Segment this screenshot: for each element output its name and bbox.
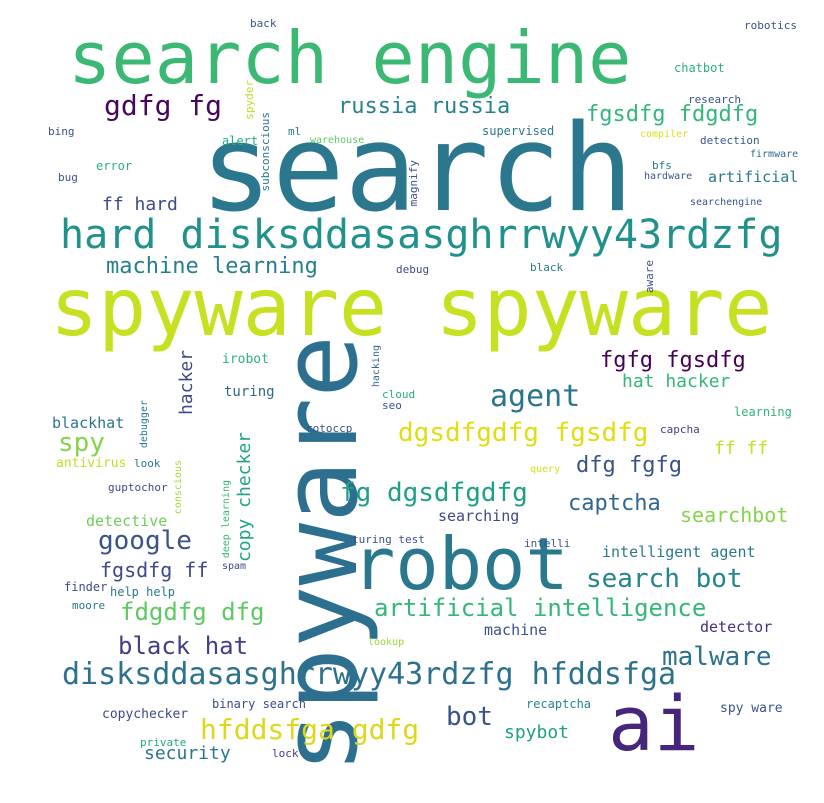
word-antivirus: antivirus	[56, 456, 127, 471]
word-search-engine: search engine	[68, 16, 632, 100]
word-back: back	[250, 17, 277, 30]
word-help-help: help help	[110, 585, 176, 599]
word-compiler: compiler	[640, 129, 689, 140]
word-fg-dgsdfgdfg: fg dgsdfgdfg	[340, 478, 528, 508]
word-warehouse: warehouse	[310, 135, 365, 146]
word-recaptcha: recaptcha	[526, 697, 592, 711]
word-searchbot: searchbot	[680, 503, 789, 527]
word-blackhat: blackhat	[52, 414, 125, 432]
word-machine-learning: machine learning	[106, 254, 318, 279]
word-ml: ml	[288, 125, 302, 138]
word-guptochor: guptochor	[108, 481, 168, 494]
word-debug: debug	[396, 263, 430, 276]
word-robotics: robotics	[744, 19, 797, 32]
word-spybot: spybot	[504, 722, 570, 743]
word-look: look	[134, 457, 161, 470]
word-lock: lock	[272, 747, 299, 760]
word-searchengine: searchengine	[690, 197, 763, 208]
word-bug: bug	[58, 171, 78, 184]
word-ff-ff: ff ff	[714, 438, 769, 459]
word-detector: detector	[700, 618, 773, 636]
word-bing: bing	[48, 125, 75, 138]
word-dfg-fgfg: dfg fgfg	[576, 453, 682, 478]
word-subconscious: subconscious	[259, 112, 272, 192]
word-private: private	[140, 736, 187, 749]
word-search-bot: search bot	[586, 564, 743, 594]
word-ai: ai	[608, 679, 700, 768]
word-hardware: hardware	[644, 171, 693, 182]
word-intelli: intelli	[524, 537, 571, 550]
word-irobot: irobot	[222, 352, 269, 367]
word-lookup: lookup	[368, 637, 405, 648]
word-intelligent-agent: intelligent agent	[602, 543, 756, 561]
word-copychecker: copychecker	[102, 707, 189, 722]
word-capcha: capcha	[660, 423, 700, 436]
word-binary-search: binary search	[212, 697, 306, 711]
word-finder: finder	[64, 580, 108, 594]
word-copy-checker: copy checker	[234, 432, 255, 563]
word-rotoccp: rotoccp	[306, 422, 353, 435]
word-search: search	[200, 100, 634, 239]
word-fdgdfg-dfg: fdgdfg dfg	[120, 598, 265, 626]
word-spy: spy	[58, 428, 105, 458]
word-fgsdfg-fdgdfg: fgsdfg fdgdfg	[586, 102, 759, 127]
word-error: error	[96, 159, 133, 173]
word-russia-russia: russia russia	[338, 94, 511, 119]
word-machine: machine	[484, 621, 548, 639]
word-learning: learning	[734, 405, 792, 419]
word-artificial-intelligence: artificial intelligence	[374, 594, 707, 622]
word-gdfg-fg: gdfg fg	[104, 89, 223, 122]
word-bot: bot	[446, 702, 493, 732]
word-black-hat: black hat	[118, 632, 249, 660]
word-cloud: cloud	[382, 388, 416, 401]
word-magnify: magnify	[407, 160, 420, 207]
word-disks-hfddsfga: disksddasasghrrwyy43rdzfg hfddsfga	[62, 657, 677, 692]
word-ff-hard: ff hard	[102, 194, 178, 215]
word-conscious: conscious	[173, 460, 184, 515]
word-aware: aware	[643, 260, 656, 294]
word-robot: robot	[352, 522, 569, 606]
word-google: google	[98, 526, 192, 556]
word-detective: detective	[86, 512, 168, 530]
word-deep-learning: deep learning	[221, 480, 232, 559]
word-searching: searching	[438, 507, 520, 525]
word-captcha: captcha	[568, 491, 661, 516]
word-fgfg-fgsdfg: fgfg fgsdfg	[600, 348, 746, 373]
word-firmware: firmware	[750, 149, 799, 160]
word-turing-test: turing test	[352, 533, 425, 546]
word-query: query	[530, 464, 561, 475]
word-debugger: debugger	[139, 400, 150, 449]
word-agent: agent	[490, 379, 581, 414]
word-malware: malware	[662, 642, 772, 672]
word-alert: alert	[222, 134, 259, 148]
word-artificial: artificial	[708, 168, 799, 186]
word-spyware-spyware: spyware spyware	[50, 261, 773, 354]
word-bfs: bfs	[652, 159, 672, 172]
word-seo: seo	[382, 399, 402, 412]
word-dgsdfgdfg-fgsdfg: dgsdfgdfg fgsdfg	[398, 418, 649, 448]
word-hat-hacker: hat hacker	[622, 371, 731, 392]
word-spam: spam	[222, 561, 247, 572]
word-detection: detection	[700, 134, 760, 147]
word-hacker: hacker	[176, 350, 197, 416]
word-turing: turing	[224, 384, 275, 400]
word-spyder: spyder	[243, 80, 256, 120]
word-hacking: hacking	[371, 345, 382, 388]
word-hfddsfga-gdfg: hfddsfga gdfg	[200, 713, 420, 746]
word-hard-disk: hard disksddasasghrrwyy43rdzfg	[60, 212, 783, 258]
word-chatbot: chatbot	[674, 61, 725, 75]
word-research: research	[688, 93, 741, 106]
word-security: security	[144, 743, 231, 764]
word-spy-ware: spy ware	[720, 701, 783, 716]
word-black: black	[530, 261, 564, 274]
word-moore: moore	[72, 599, 106, 612]
word-supervised: supervised	[482, 124, 555, 138]
word-fgsdfg-ff: fgsdfg ff	[100, 558, 209, 582]
